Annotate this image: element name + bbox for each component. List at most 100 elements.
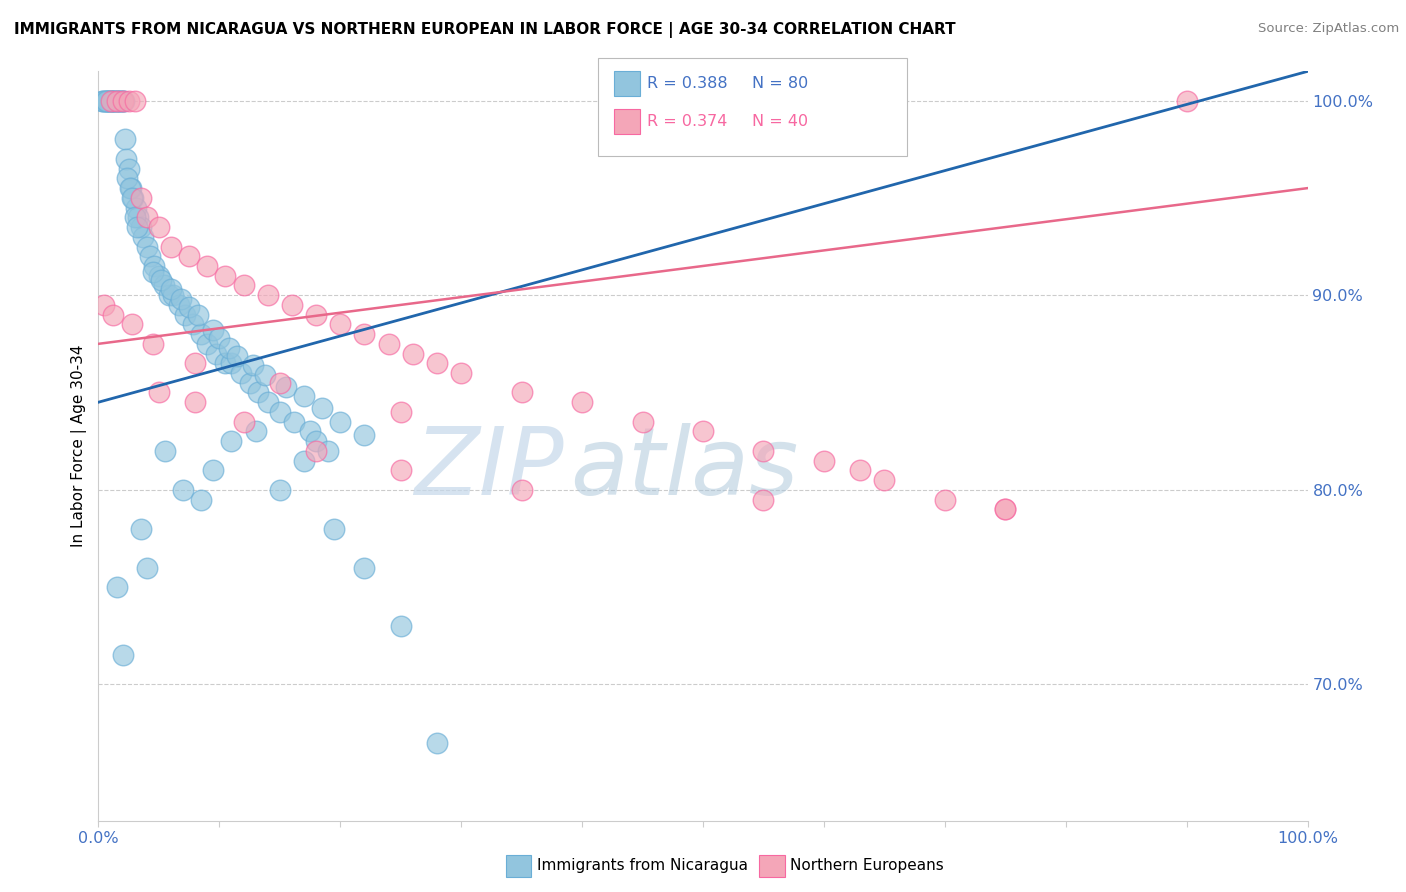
Point [181, 318, 204, 332]
Point [214, 356, 236, 370]
Point [172, 483, 194, 497]
Point [108, 94, 131, 108]
Point [105, 94, 128, 108]
Point [142, 265, 165, 279]
Point [169, 298, 191, 312]
Point [202, 463, 225, 477]
Point [98, 94, 121, 108]
Point [752, 492, 775, 507]
Point [813, 453, 835, 467]
Point [112, 94, 135, 108]
Point [329, 415, 352, 429]
Point [121, 191, 143, 205]
Point [510, 483, 533, 497]
Point [142, 336, 165, 351]
Point [152, 278, 174, 293]
Point [232, 278, 254, 293]
Point [120, 181, 142, 195]
Point [389, 463, 412, 477]
Point [91, 94, 114, 108]
Point [571, 395, 593, 409]
Text: ZIP: ZIP [415, 423, 564, 514]
Point [125, 201, 148, 215]
Point [329, 318, 352, 332]
Point [692, 425, 714, 439]
Point [873, 473, 896, 487]
Point [389, 405, 412, 419]
Point [994, 502, 1017, 516]
Text: IMMIGRANTS FROM NICARAGUA VS NORTHERN EUROPEAN IN LABOR FORCE | AGE 30-34 CORREL: IMMIGRANTS FROM NICARAGUA VS NORTHERN EU… [14, 22, 956, 38]
Point [107, 94, 129, 108]
Point [190, 327, 212, 342]
Point [124, 211, 146, 225]
Point [269, 376, 291, 390]
Point [316, 443, 339, 458]
Text: N = 80: N = 80 [752, 77, 808, 91]
Point [229, 366, 252, 380]
Point [305, 443, 328, 458]
Point [103, 94, 125, 108]
Point [97, 94, 120, 108]
Point [160, 239, 183, 253]
Point [247, 385, 270, 400]
Point [204, 346, 226, 360]
Point [221, 434, 243, 449]
Point [121, 318, 143, 332]
Point [292, 453, 315, 467]
Point [305, 434, 328, 449]
Point [179, 300, 201, 314]
Point [184, 356, 207, 370]
Point [91, 94, 114, 108]
Point [169, 292, 191, 306]
Point [110, 94, 132, 108]
Point [218, 341, 240, 355]
Point [323, 522, 346, 536]
Point [162, 288, 184, 302]
Point [105, 94, 128, 108]
Point [118, 94, 141, 108]
Text: Northern Europeans: Northern Europeans [790, 858, 943, 872]
Point [179, 249, 201, 263]
Point [426, 356, 449, 370]
Point [254, 368, 277, 382]
Point [242, 358, 264, 372]
Point [752, 443, 775, 458]
Point [122, 191, 145, 205]
Point [108, 94, 131, 108]
Point [202, 323, 225, 337]
Point [184, 395, 207, 409]
Point [118, 181, 141, 195]
Point [100, 94, 122, 108]
Point [426, 736, 449, 750]
Point [129, 220, 152, 235]
Point [96, 94, 118, 108]
Point [139, 249, 162, 263]
Point [135, 239, 157, 253]
Point [100, 94, 122, 108]
Point [94, 94, 117, 108]
Y-axis label: In Labor Force | Age 30-34: In Labor Force | Age 30-34 [72, 344, 87, 548]
Point [129, 522, 152, 536]
Point [143, 259, 166, 273]
Point [153, 443, 176, 458]
Point [187, 308, 209, 322]
Point [299, 425, 322, 439]
Point [281, 298, 304, 312]
Point [114, 132, 136, 146]
Point [195, 336, 218, 351]
Point [190, 492, 212, 507]
Point [115, 152, 138, 166]
Point [221, 356, 243, 370]
Point [195, 259, 218, 273]
Point [450, 366, 472, 380]
Point [994, 502, 1017, 516]
Point [226, 349, 249, 363]
Point [214, 268, 236, 283]
Point [402, 346, 425, 360]
Point [135, 560, 157, 574]
Point [150, 272, 173, 286]
Point [353, 560, 375, 574]
Point [269, 483, 291, 497]
Point [124, 94, 146, 108]
Point [353, 327, 375, 342]
